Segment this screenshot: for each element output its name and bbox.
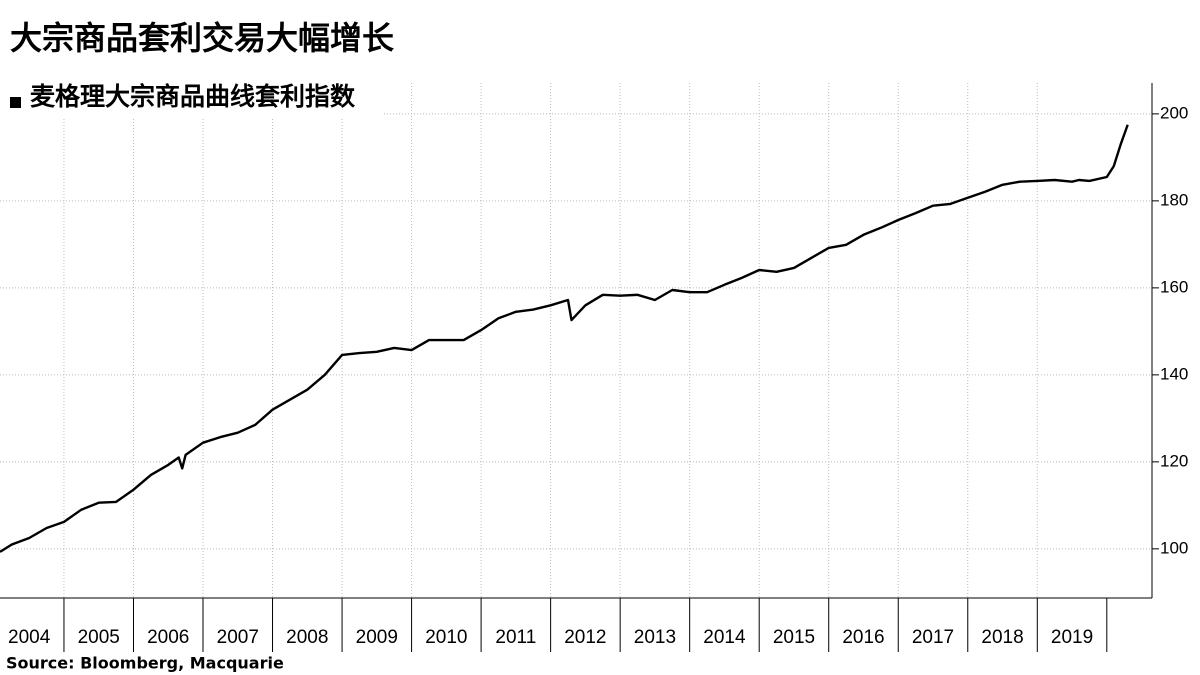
x-tick-label: 2011 [495,627,536,648]
x-tick-label: 2010 [425,627,467,648]
series-line [0,124,1129,553]
legend-swatch [10,97,21,108]
y-tick-label: 100 [1160,538,1188,557]
x-tick-label: 2004 [8,627,51,648]
source-note: Source: Bloomberg, Macquarie [6,654,284,673]
legend-background [0,78,382,118]
x-tick-label: 2013 [634,627,676,648]
y-tick-label: 180 [1160,190,1188,209]
x-tick-label: 2012 [564,627,606,648]
x-tick-label: 2007 [217,627,259,648]
x-tick-label: 2008 [286,627,328,648]
x-tick-label: 2009 [356,627,398,648]
legend-label: 麦格理大宗商品曲线套利指数 [30,82,356,111]
y-tick-label: 120 [1160,451,1188,470]
x-tick-label: 2016 [842,627,884,648]
x-tick-label: 2015 [773,627,815,648]
x-tick-label: 2017 [912,627,954,648]
y-tick-label: 140 [1160,364,1188,383]
x-tick-label: 2005 [78,627,120,648]
y-tick-label: 160 [1160,277,1188,296]
x-tick-label: 2014 [703,627,746,648]
x-tick-label: 2006 [147,627,189,648]
x-tick-label: 2018 [981,627,1023,648]
chart-title: 大宗商品套利交易大幅增长 [10,19,394,57]
x-tick-label: 2019 [1051,627,1093,648]
y-tick-label: 200 [1160,103,1188,122]
